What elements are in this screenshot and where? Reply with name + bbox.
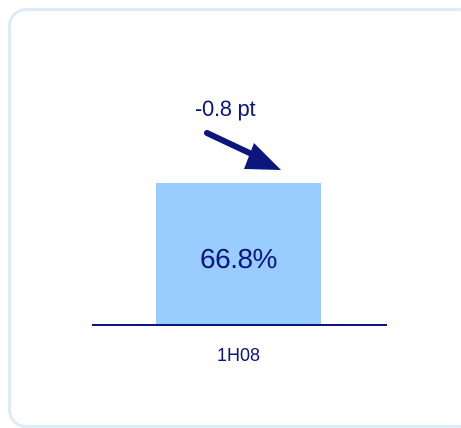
x-tick-label: 1H08 [216,345,261,365]
bar-data-label: 66.8% [200,243,277,274]
change-annotation: -0.8 pt [195,96,256,121]
chart-svg [92,130,387,326]
arrow-head [244,143,281,170]
arrow-down-right-icon [204,130,261,160]
bar-1H08 [156,183,321,325]
